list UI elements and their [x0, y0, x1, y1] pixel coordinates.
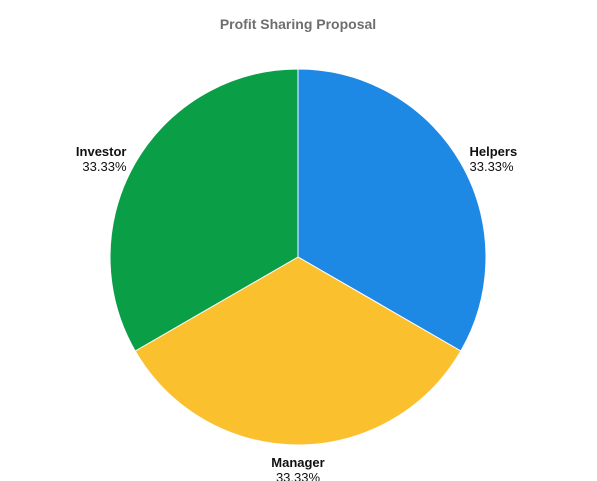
slice-label-manager: Manager [271, 455, 324, 470]
slice-value-manager: 33.33% [276, 470, 321, 481]
slice-value-investor: 33.33% [82, 159, 127, 174]
slice-value-helpers: 33.33% [470, 159, 515, 174]
slice-label-investor: Investor [76, 144, 127, 159]
slice-label-helpers: Helpers [470, 144, 518, 159]
pie-slice-manager [134, 256, 462, 446]
pie-slice-helpers [297, 68, 487, 352]
chart-title: Profit Sharing Proposal [220, 16, 376, 32]
pie-slices [109, 68, 487, 446]
pie-slice-investor [109, 68, 299, 352]
